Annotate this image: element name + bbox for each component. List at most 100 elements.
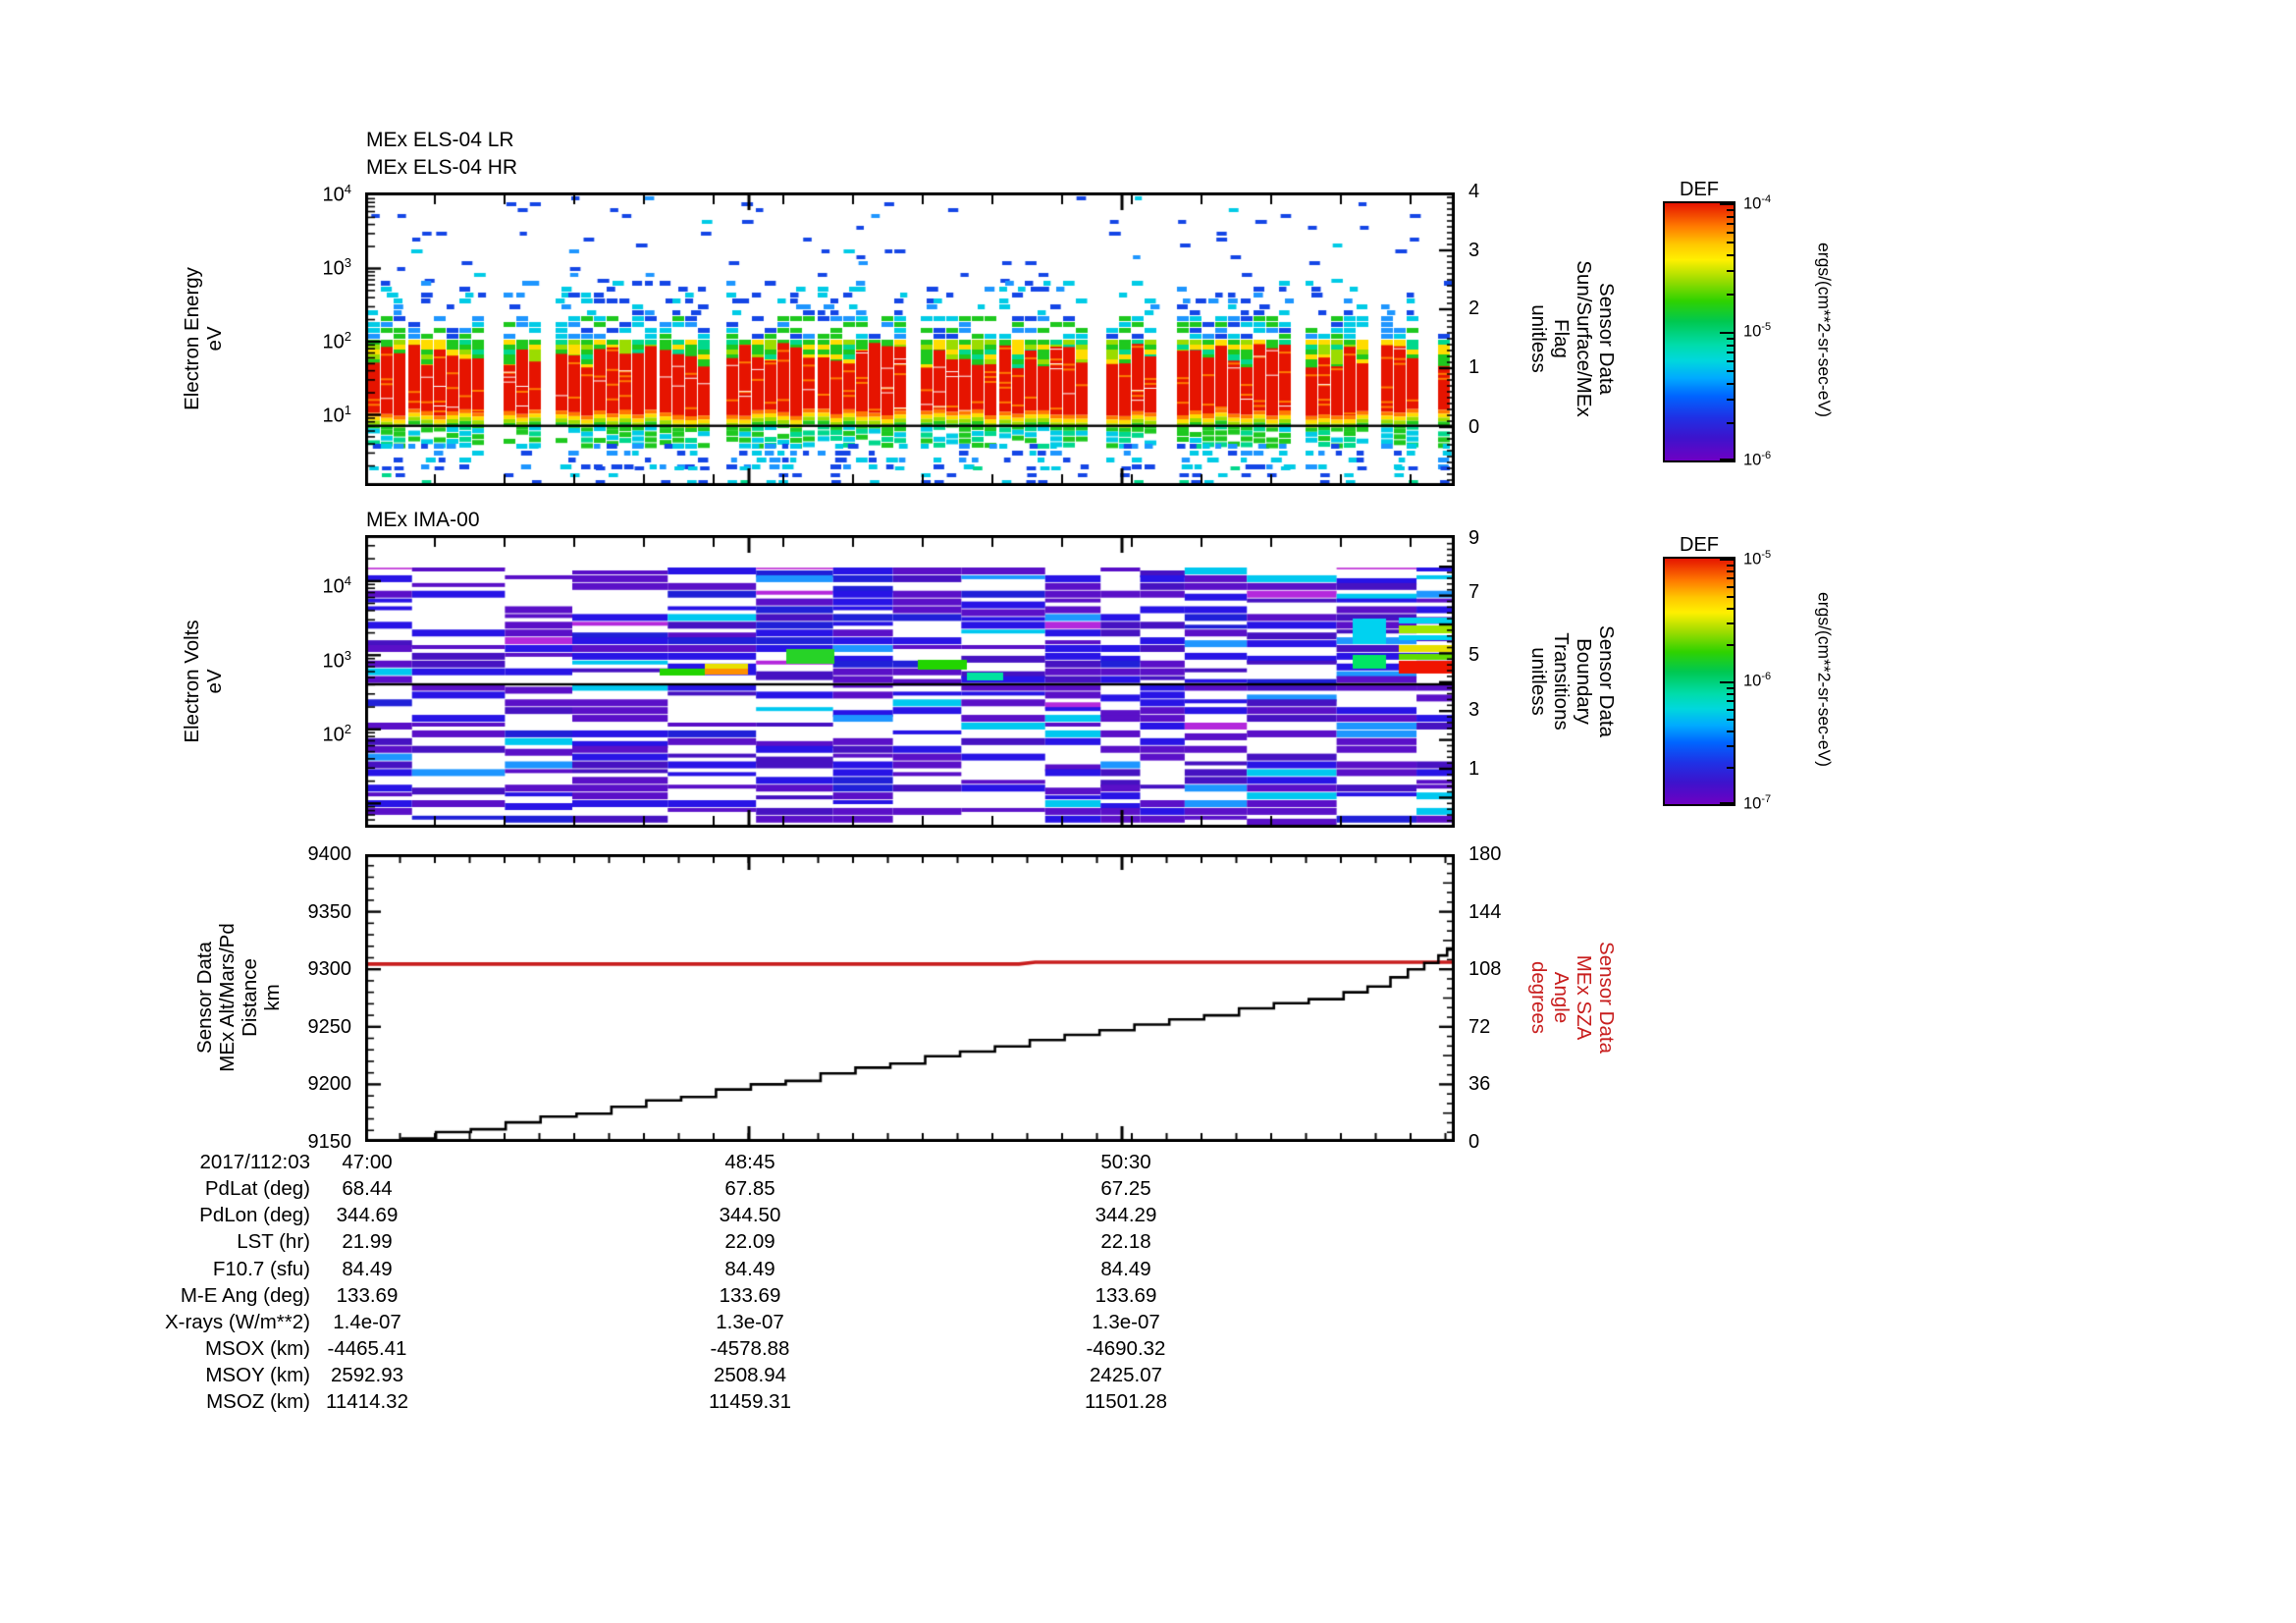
table-row-value: 22.09 bbox=[724, 1230, 775, 1254]
ima-ytick-label: 103 bbox=[322, 648, 351, 673]
alt-ylabel: Sensor Data MEx Alt/Mars/Pd Distance km bbox=[193, 923, 284, 1072]
ima-ylabel: Electron Volts eV bbox=[181, 620, 226, 742]
table-row-label: PdLat (deg) bbox=[204, 1177, 310, 1201]
table-row-value: 1.3e-07 bbox=[716, 1310, 784, 1333]
table-row-value: 2592.93 bbox=[330, 1364, 404, 1387]
table-row-value: 68.44 bbox=[342, 1177, 393, 1201]
alt-ytick-label: 9350 bbox=[307, 900, 352, 923]
colorbar-minor-tick bbox=[1727, 686, 1734, 689]
alt-right-tick-label: 144 bbox=[1468, 900, 1502, 923]
colorbar2-tick-label: 10-6 bbox=[1743, 671, 1772, 690]
table-row-value: 133.69 bbox=[1095, 1283, 1157, 1307]
els-ytick-label: 103 bbox=[322, 255, 351, 280]
table-row-value: 67.85 bbox=[724, 1177, 775, 1201]
altitude-sza-line-canvas bbox=[365, 854, 1455, 1142]
table-row-value: 50:30 bbox=[1100, 1151, 1151, 1173]
colorbar-minor-tick bbox=[1727, 693, 1734, 696]
alt-ylabel-line: MEx Alt/Mars/Pd bbox=[216, 923, 239, 1072]
alt-right-label: Sensor Data MEx SZA Angle degrees bbox=[1527, 942, 1618, 1054]
colorbar-minor-tick bbox=[1727, 370, 1734, 373]
alt-ylabel-line: km bbox=[261, 984, 284, 1011]
els-right-tick-label: 0 bbox=[1468, 416, 1480, 438]
colorbar-minor-tick bbox=[1727, 718, 1734, 721]
els-ytick-label: 101 bbox=[322, 403, 351, 427]
colorbar-minor-tick bbox=[1727, 337, 1734, 340]
colorbar-minor-tick bbox=[1727, 383, 1734, 386]
ima-ytick-label: 102 bbox=[322, 722, 351, 746]
table-row-label: MSOY (km) bbox=[205, 1364, 310, 1387]
els-right-label-line: unitless bbox=[1527, 304, 1550, 373]
colorbar1 bbox=[1663, 201, 1735, 462]
colorbar2-tick-label: 10-5 bbox=[1743, 549, 1772, 568]
els-title-line2: MEx ELS-04 HR bbox=[366, 156, 518, 179]
colorbar2-tick-label: 10-7 bbox=[1743, 793, 1772, 813]
colorbar1-tick-label: 10-5 bbox=[1743, 321, 1772, 341]
table-row-value: -4465.41 bbox=[327, 1337, 407, 1361]
colorbar-minor-tick bbox=[1727, 622, 1734, 625]
colorbar-minor-tick bbox=[1727, 242, 1734, 244]
colorbar-tick bbox=[1720, 459, 1734, 460]
colorbar-minor-tick bbox=[1727, 293, 1734, 296]
table-row-value: 11414.32 bbox=[326, 1390, 408, 1414]
els-ylabel-line: Electron Energy bbox=[181, 267, 203, 410]
table-row-value: -4690.32 bbox=[1086, 1337, 1166, 1361]
table-row-value: -4578.88 bbox=[710, 1337, 790, 1361]
ima-right-label-line: Transitions bbox=[1550, 632, 1573, 730]
alt-right-tick-label: 72 bbox=[1468, 1015, 1491, 1038]
colorbar-minor-tick bbox=[1727, 570, 1734, 573]
table-row-value: 2425.07 bbox=[1089, 1364, 1163, 1387]
colorbar-minor-tick bbox=[1727, 607, 1734, 610]
colorbar-minor-tick bbox=[1727, 223, 1734, 226]
ima-right-tick-label: 1 bbox=[1468, 758, 1480, 780]
table-row-value: 67.25 bbox=[1100, 1177, 1151, 1201]
colorbar2 bbox=[1663, 557, 1735, 806]
table-row-value: 133.69 bbox=[719, 1283, 781, 1307]
els-right-tick-label: 4 bbox=[1468, 181, 1480, 202]
ima-right-tick-label: 7 bbox=[1468, 581, 1480, 603]
colorbar-minor-tick bbox=[1727, 767, 1734, 770]
els-right-tick-label: 3 bbox=[1468, 240, 1480, 261]
colorbar-minor-tick bbox=[1727, 577, 1734, 580]
alt-ytick-label: 9200 bbox=[307, 1073, 352, 1096]
els-ylabel-line: eV bbox=[203, 326, 226, 352]
ima-right-label: Sensor Data Boundary Transitions unitless bbox=[1527, 625, 1618, 737]
table-row-label: M-E Ang (deg) bbox=[180, 1283, 310, 1307]
ima-right-tick-label: 5 bbox=[1468, 644, 1480, 666]
alt-right-tick-label: 180 bbox=[1468, 843, 1502, 865]
ima-right-tick-label: 3 bbox=[1468, 699, 1480, 721]
table-row-value: 344.69 bbox=[336, 1204, 399, 1227]
table-row-value: 84.49 bbox=[1100, 1257, 1151, 1280]
table-row-value: 133.69 bbox=[336, 1283, 399, 1307]
els-right-label-line: Sun/Surface/MEx bbox=[1573, 260, 1595, 417]
table-row-value: 84.49 bbox=[342, 1257, 393, 1280]
alt-right-tick-label: 108 bbox=[1468, 958, 1502, 981]
table-row-value: 22.18 bbox=[1100, 1230, 1151, 1254]
table-row-label: X-rays (W/m**2) bbox=[164, 1310, 310, 1333]
table-row-value: 344.50 bbox=[719, 1204, 781, 1227]
ima-title: MEx IMA-00 bbox=[366, 509, 480, 531]
table-row-value: 48:45 bbox=[724, 1151, 775, 1173]
colorbar-minor-tick bbox=[1727, 352, 1734, 354]
colorbar-minor-tick bbox=[1727, 421, 1734, 424]
table-row-label: LST (hr) bbox=[237, 1230, 310, 1254]
alt-ytick-label: 9150 bbox=[307, 1131, 352, 1153]
table-row-label: F10.7 (sfu) bbox=[212, 1257, 310, 1280]
alt-right-label-line: Angle bbox=[1550, 971, 1573, 1024]
ima-right-label-line: Boundary bbox=[1573, 638, 1595, 725]
colorbar-minor-tick bbox=[1727, 270, 1734, 273]
colorbar-minor-tick bbox=[1727, 360, 1734, 363]
els-title-line1: MEx ELS-04 LR bbox=[366, 129, 514, 151]
colorbar-minor-tick bbox=[1727, 208, 1734, 211]
els-right-label-line: Flag bbox=[1550, 319, 1573, 358]
alt-right-label-line: MEx SZA bbox=[1573, 954, 1595, 1041]
els-spectrogram-canvas bbox=[365, 192, 1455, 486]
table-row-label: 2017/112:03 bbox=[199, 1151, 310, 1173]
colorbar-tick bbox=[1720, 559, 1734, 561]
els-right-tick-label: 2 bbox=[1468, 298, 1480, 319]
colorbar-minor-tick bbox=[1727, 644, 1734, 647]
colorbar-minor-tick bbox=[1727, 745, 1734, 748]
els-ytick-label: 104 bbox=[322, 182, 351, 206]
alt-right-tick-label: 36 bbox=[1468, 1073, 1491, 1096]
colorbar-tick bbox=[1720, 332, 1734, 334]
